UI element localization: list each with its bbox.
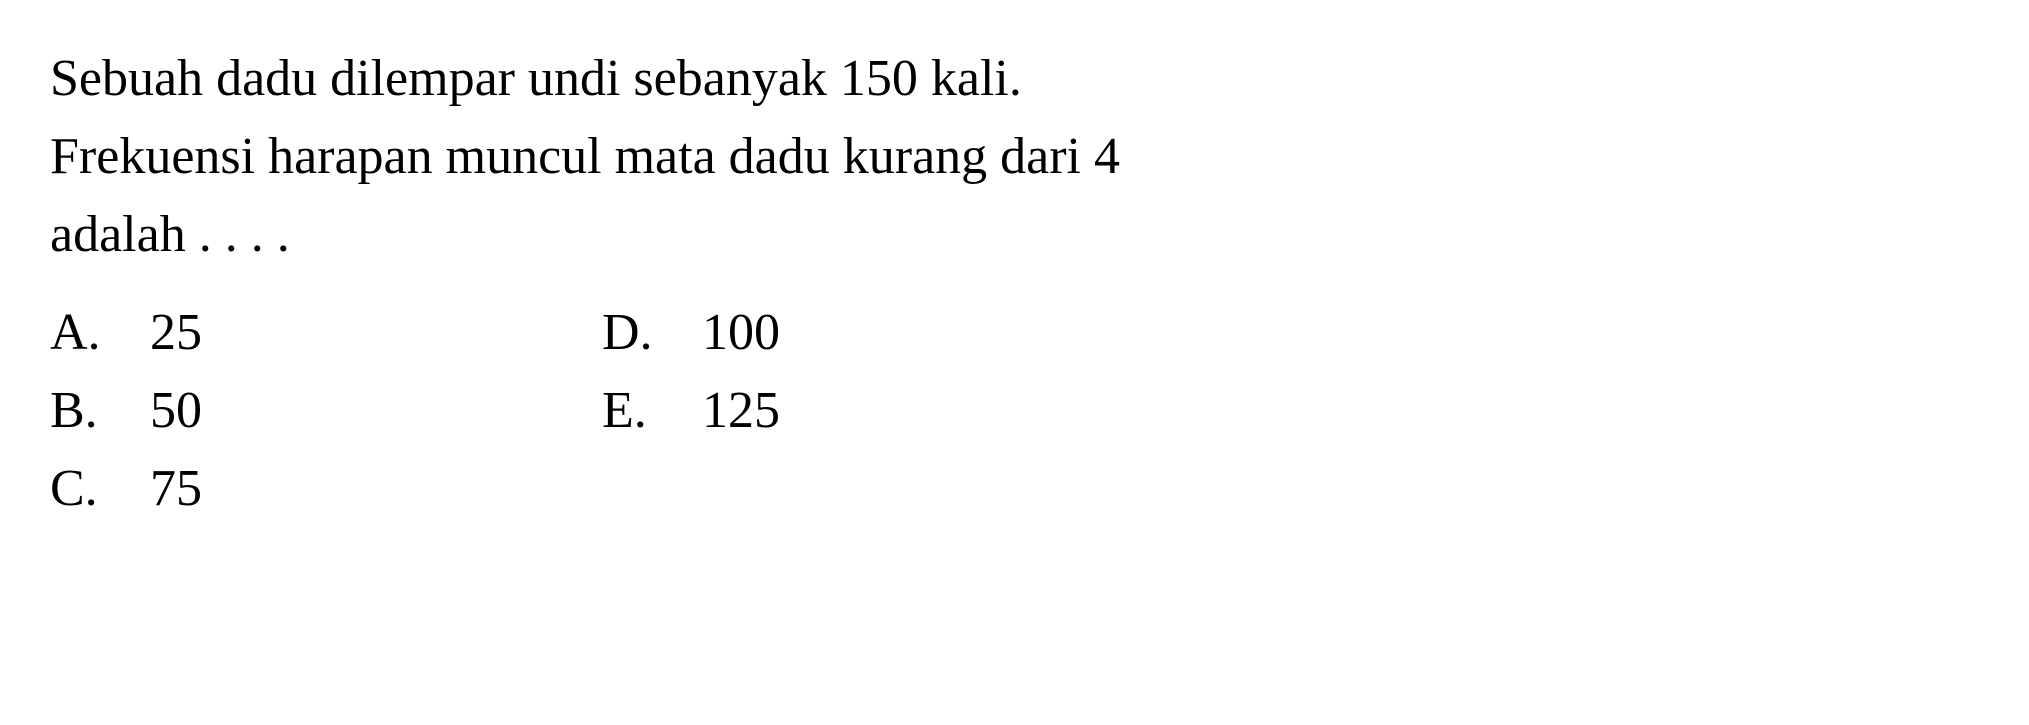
option-c: C. 75 xyxy=(50,450,202,528)
option-d: D. 100 xyxy=(602,294,780,372)
options-left-column: A. 25 B. 50 C. 75 xyxy=(50,294,202,528)
option-value: 125 xyxy=(692,372,780,450)
option-letter: A. xyxy=(50,294,140,372)
option-b: B. 50 xyxy=(50,372,202,450)
option-e: E. 125 xyxy=(602,372,780,450)
options-right-column: D. 100 E. 125 xyxy=(602,294,780,528)
question-line-3: adalah . . . . xyxy=(50,206,290,263)
option-letter: B. xyxy=(50,372,140,450)
options-container: A. 25 B. 50 C. 75 D. 100 E. 125 xyxy=(50,294,1979,528)
option-letter: D. xyxy=(602,294,692,372)
option-letter: E. xyxy=(602,372,692,450)
question-line-2: Frekuensi harapan muncul mata dadu kuran… xyxy=(50,128,1120,185)
option-a: A. 25 xyxy=(50,294,202,372)
option-value: 50 xyxy=(140,372,202,450)
question-text: Sebuah dadu dilempar undi sebanyak 150 k… xyxy=(50,40,1979,274)
option-letter: C. xyxy=(50,450,140,528)
question-line-1: Sebuah dadu dilempar undi sebanyak 150 k… xyxy=(50,50,1022,107)
option-value: 25 xyxy=(140,294,202,372)
option-value: 100 xyxy=(692,294,780,372)
option-value: 75 xyxy=(140,450,202,528)
